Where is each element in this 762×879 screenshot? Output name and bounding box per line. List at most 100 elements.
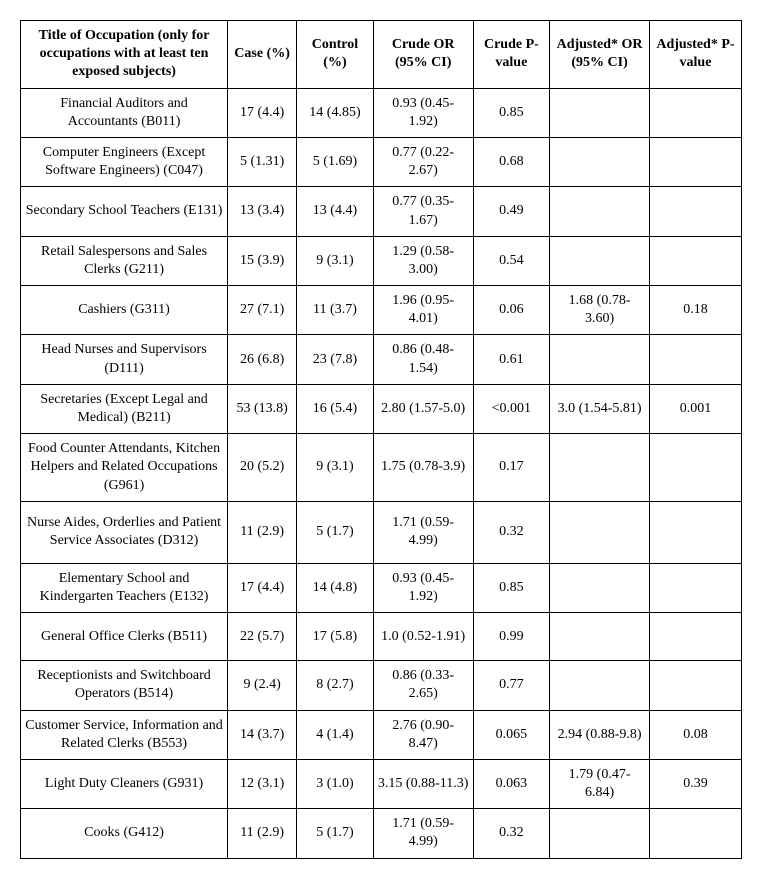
cell-adj-or: 3.0 (1.54-5.81)	[550, 384, 650, 433]
cell-control: 4 (1.4)	[297, 710, 374, 759]
cell-adj-p: 0.001	[649, 384, 741, 433]
table-row: General Office Clerks (B511)22 (5.7)17 (…	[21, 613, 742, 661]
cell-title: Secondary School Teachers (E131)	[21, 187, 228, 236]
cell-adj-p	[649, 335, 741, 384]
cell-adj-p: 0.18	[649, 286, 741, 335]
col-header-adj-or: Adjusted* OR (95% CI)	[550, 21, 650, 89]
table-row: Nurse Aides, Orderlies and Patient Servi…	[21, 501, 742, 563]
cell-crude-p: 0.77	[473, 661, 550, 710]
cell-crude-or: 1.71 (0.59-4.99)	[373, 501, 473, 563]
cell-case: 11 (2.9)	[228, 809, 297, 858]
cell-adj-p: 0.08	[649, 710, 741, 759]
cell-crude-p: 0.065	[473, 710, 550, 759]
cell-adj-or	[550, 236, 650, 285]
cell-crude-or: 3.15 (0.88-11.3)	[373, 759, 473, 808]
cell-title: Financial Auditors and Accountants (B011…	[21, 88, 228, 137]
cell-control: 3 (1.0)	[297, 759, 374, 808]
cell-control: 17 (5.8)	[297, 613, 374, 661]
col-header-adj-p: Adjusted* P-value	[649, 21, 741, 89]
cell-crude-p: 0.49	[473, 187, 550, 236]
cell-adj-or: 2.94 (0.88-9.8)	[550, 710, 650, 759]
cell-adj-or	[550, 434, 650, 502]
table-row: Retail Salespersons and Sales Clerks (G2…	[21, 236, 742, 285]
cell-title: Customer Service, Information and Relate…	[21, 710, 228, 759]
cell-control: 16 (5.4)	[297, 384, 374, 433]
cell-case: 20 (5.2)	[228, 434, 297, 502]
cell-title: Secretaries (Except Legal and Medical) (…	[21, 384, 228, 433]
cell-crude-or: 2.76 (0.90-8.47)	[373, 710, 473, 759]
table-row: Receptionists and Switchboard Operators …	[21, 661, 742, 710]
cell-crude-p: 0.06	[473, 286, 550, 335]
cell-case: 17 (4.4)	[228, 88, 297, 137]
cell-adj-or	[550, 809, 650, 858]
cell-crude-p: 0.17	[473, 434, 550, 502]
cell-crude-or: 0.93 (0.45-1.92)	[373, 88, 473, 137]
cell-title: Computer Engineers (Except Software Engi…	[21, 137, 228, 186]
cell-adj-p	[649, 501, 741, 563]
table-row: Head Nurses and Supervisors (D111)26 (6.…	[21, 335, 742, 384]
col-header-case: Case (%)	[228, 21, 297, 89]
cell-case: 11 (2.9)	[228, 501, 297, 563]
cell-crude-or: 1.71 (0.59-4.99)	[373, 809, 473, 858]
cell-control: 23 (7.8)	[297, 335, 374, 384]
cell-crude-p: 0.54	[473, 236, 550, 285]
cell-control: 8 (2.7)	[297, 661, 374, 710]
cell-adj-or	[550, 187, 650, 236]
cell-adj-p	[649, 613, 741, 661]
cell-case: 22 (5.7)	[228, 613, 297, 661]
table-body: Financial Auditors and Accountants (B011…	[21, 88, 742, 858]
cell-crude-p: 0.61	[473, 335, 550, 384]
cell-control: 9 (3.1)	[297, 434, 374, 502]
cell-adj-or	[550, 613, 650, 661]
cell-crude-or: 2.80 (1.57-5.0)	[373, 384, 473, 433]
table-row: Computer Engineers (Except Software Engi…	[21, 137, 742, 186]
cell-crude-or: 0.77 (0.22-2.67)	[373, 137, 473, 186]
cell-case: 17 (4.4)	[228, 563, 297, 612]
cell-title: General Office Clerks (B511)	[21, 613, 228, 661]
cell-title: Nurse Aides, Orderlies and Patient Servi…	[21, 501, 228, 563]
cell-crude-p: 0.32	[473, 809, 550, 858]
cell-adj-or: 1.68 (0.78-3.60)	[550, 286, 650, 335]
cell-case: 9 (2.4)	[228, 661, 297, 710]
cell-adj-p	[649, 661, 741, 710]
table-row: Light Duty Cleaners (G931)12 (3.1)3 (1.0…	[21, 759, 742, 808]
cell-crude-or: 0.93 (0.45-1.92)	[373, 563, 473, 612]
table-row: Financial Auditors and Accountants (B011…	[21, 88, 742, 137]
table-header-row: Title of Occupation (only for occupation…	[21, 21, 742, 89]
cell-adj-or	[550, 137, 650, 186]
cell-adj-p	[649, 563, 741, 612]
cell-adj-p	[649, 434, 741, 502]
cell-crude-or: 1.96 (0.95-4.01)	[373, 286, 473, 335]
table-row: Cashiers (G311)27 (7.1)11 (3.7)1.96 (0.9…	[21, 286, 742, 335]
cell-crude-or: 0.86 (0.33-2.65)	[373, 661, 473, 710]
cell-case: 15 (3.9)	[228, 236, 297, 285]
cell-adj-p	[649, 137, 741, 186]
cell-adj-or	[550, 563, 650, 612]
cell-crude-p: 0.99	[473, 613, 550, 661]
cell-control: 5 (1.69)	[297, 137, 374, 186]
cell-adj-p	[649, 88, 741, 137]
cell-control: 9 (3.1)	[297, 236, 374, 285]
cell-case: 27 (7.1)	[228, 286, 297, 335]
cell-crude-p: 0.68	[473, 137, 550, 186]
col-header-crude-or: Crude OR (95% CI)	[373, 21, 473, 89]
table-row: Customer Service, Information and Relate…	[21, 710, 742, 759]
cell-case: 13 (3.4)	[228, 187, 297, 236]
cell-crude-p: <0.001	[473, 384, 550, 433]
col-header-crude-p: Crude P-value	[473, 21, 550, 89]
cell-control: 14 (4.85)	[297, 88, 374, 137]
cell-crude-p: 0.32	[473, 501, 550, 563]
col-header-title: Title of Occupation (only for occupation…	[21, 21, 228, 89]
cell-adj-p	[649, 236, 741, 285]
cell-title: Retail Salespersons and Sales Clerks (G2…	[21, 236, 228, 285]
table-row: Secondary School Teachers (E131)13 (3.4)…	[21, 187, 742, 236]
cell-title: Receptionists and Switchboard Operators …	[21, 661, 228, 710]
occupation-table: Title of Occupation (only for occupation…	[20, 20, 742, 859]
cell-title: Food Counter Attendants, Kitchen Helpers…	[21, 434, 228, 502]
cell-case: 26 (6.8)	[228, 335, 297, 384]
cell-crude-or: 1.0 (0.52-1.91)	[373, 613, 473, 661]
cell-title: Light Duty Cleaners (G931)	[21, 759, 228, 808]
cell-title: Cashiers (G311)	[21, 286, 228, 335]
cell-title: Cooks (G412)	[21, 809, 228, 858]
cell-title: Elementary School and Kindergarten Teach…	[21, 563, 228, 612]
